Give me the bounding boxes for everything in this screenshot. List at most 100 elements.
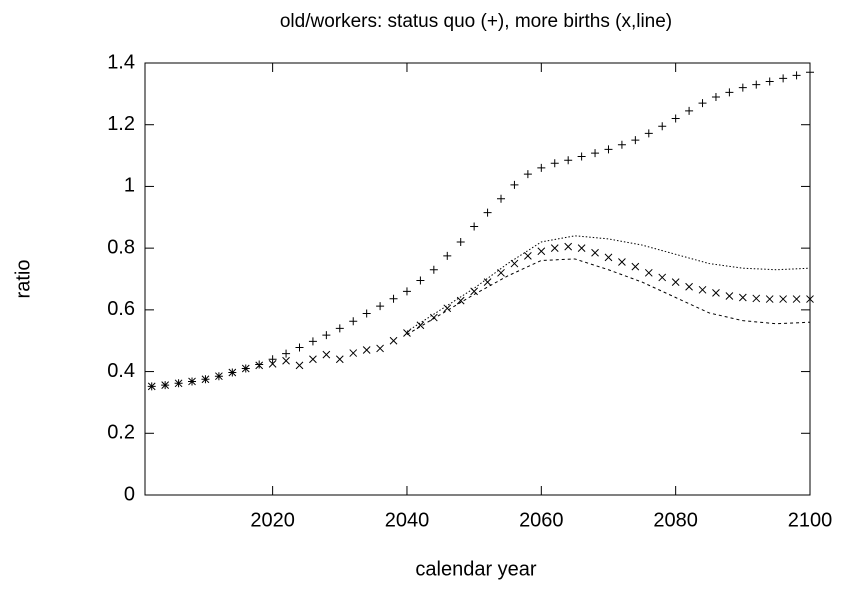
point-marker — [497, 268, 505, 277]
point-marker — [738, 83, 747, 92]
point-marker — [537, 163, 546, 172]
point-marker — [698, 99, 707, 108]
line — [406, 235, 811, 332]
point-marker — [268, 360, 277, 368]
point-marker — [698, 285, 707, 294]
x-tick-label: 2060 — [519, 509, 564, 531]
point-marker — [470, 222, 479, 231]
point-marker — [403, 329, 411, 337]
point-marker — [429, 265, 438, 274]
point-marker — [295, 343, 304, 352]
point-marker — [712, 289, 720, 297]
point-marker — [443, 304, 452, 313]
point-marker — [711, 92, 720, 101]
point-marker — [322, 331, 331, 340]
point-marker — [376, 344, 384, 353]
point-marker — [376, 302, 385, 311]
point-marker — [510, 180, 519, 189]
point-marker — [349, 317, 358, 326]
point-marker — [268, 355, 277, 364]
point-marker — [416, 276, 425, 285]
y-tick-label: 0.2 — [107, 422, 135, 444]
point-marker — [322, 350, 331, 359]
x-tick-label: 2080 — [653, 509, 698, 531]
point-marker — [577, 152, 586, 161]
point-marker — [429, 313, 438, 322]
point-marker — [456, 237, 465, 246]
point-marker — [591, 248, 599, 257]
point-marker — [282, 356, 290, 365]
point-marker — [617, 140, 626, 149]
y-tick-label: 1 — [124, 175, 135, 197]
point-marker — [161, 381, 170, 390]
point-marker — [685, 106, 694, 115]
point-marker — [671, 114, 680, 123]
point-marker — [550, 159, 559, 168]
point-marker — [349, 349, 358, 357]
y-tick-label: 0.8 — [107, 236, 135, 258]
point-marker — [631, 262, 640, 271]
point-marker — [215, 372, 223, 381]
x-tick-label: 2100 — [788, 509, 833, 531]
point-marker — [174, 379, 183, 388]
point-marker — [335, 355, 344, 364]
point-marker — [658, 122, 667, 131]
plot-frame — [144, 62, 811, 496]
chart-title: old/workers: status quo (+), more births… — [280, 11, 672, 32]
point-marker — [523, 170, 532, 179]
point-marker — [752, 80, 761, 89]
point-marker — [591, 149, 600, 158]
point-marker — [658, 273, 667, 282]
point-marker — [792, 71, 801, 80]
point-marker — [524, 252, 532, 260]
point-marker — [255, 361, 264, 370]
point-marker — [806, 295, 814, 303]
point-marker — [389, 294, 398, 303]
point-marker — [738, 293, 747, 302]
point-marker — [725, 88, 734, 97]
point-marker — [483, 208, 492, 217]
point-marker — [792, 295, 801, 303]
point-marker — [456, 296, 465, 305]
point-marker — [537, 247, 546, 256]
point-marker — [483, 278, 492, 286]
point-marker — [644, 129, 653, 138]
point-marker — [779, 74, 788, 83]
point-marker — [147, 382, 156, 391]
x-axis-label: calendar year — [415, 558, 537, 580]
line — [406, 258, 811, 335]
point-marker — [752, 294, 761, 303]
point-marker — [685, 282, 693, 291]
point-marker — [765, 77, 774, 86]
point-marker — [725, 292, 734, 300]
point-marker — [295, 361, 304, 370]
point-marker — [779, 295, 787, 303]
point-marker — [497, 194, 506, 203]
x-tick-label: 2020 — [250, 509, 295, 531]
point-marker — [765, 295, 774, 303]
point-marker — [362, 346, 371, 354]
point-marker — [618, 258, 626, 266]
point-marker — [201, 375, 210, 384]
point-marker — [389, 336, 398, 345]
point-marker — [604, 253, 613, 262]
point-marker — [335, 324, 344, 333]
point-marker — [308, 337, 317, 346]
y-tick-label: 0.4 — [107, 360, 135, 382]
point-marker — [402, 287, 411, 296]
x-tick-label: 2040 — [385, 509, 430, 531]
point-marker — [604, 145, 613, 154]
y-tick-label: 1.4 — [107, 51, 135, 73]
y-axis-label: ratio — [12, 260, 34, 299]
point-marker — [443, 251, 452, 260]
point-marker — [671, 278, 680, 286]
point-marker — [241, 364, 250, 373]
point-marker — [631, 136, 640, 145]
point-marker — [188, 377, 196, 386]
point-marker — [564, 156, 573, 165]
point-marker — [470, 287, 478, 296]
point-marker — [362, 309, 371, 318]
point-marker — [228, 368, 237, 377]
point-marker — [644, 268, 653, 277]
point-marker — [564, 242, 573, 251]
